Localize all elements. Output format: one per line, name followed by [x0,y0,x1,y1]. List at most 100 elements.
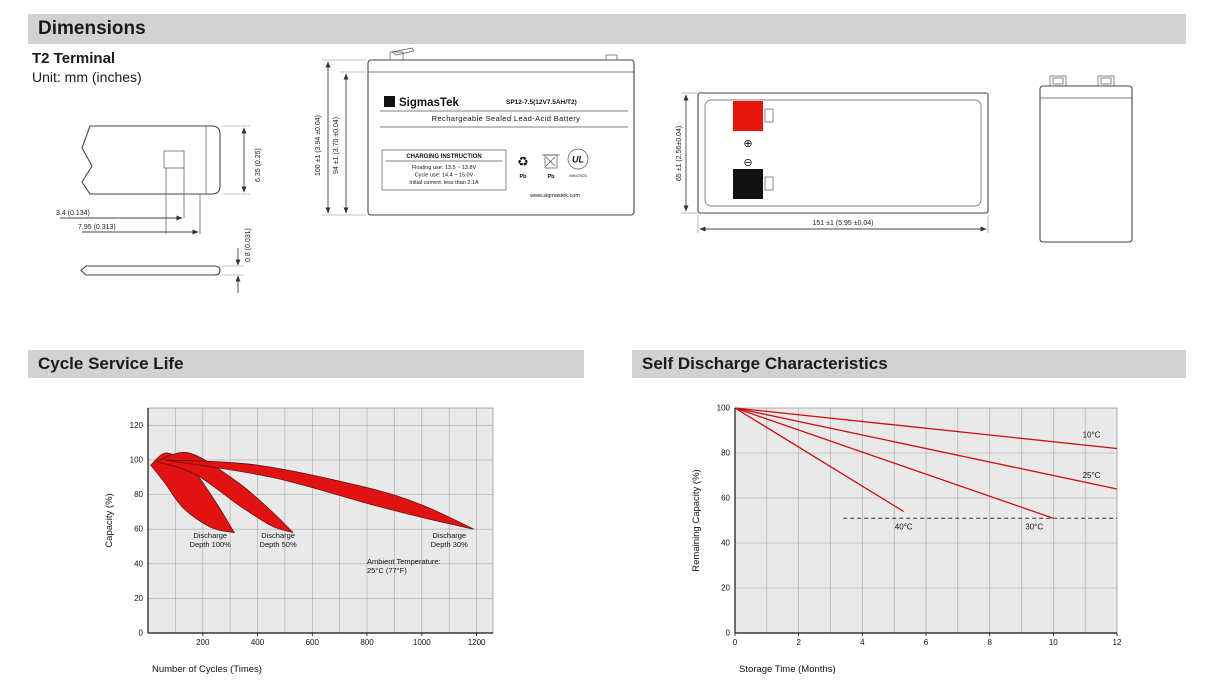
side-terminals [1049,75,1115,87]
y-axis-title: Capacity (%) [104,493,115,547]
dim-top-height: 65 ±1 (2.56±0.04) [676,126,683,181]
band-discharge-depth-50 [154,452,294,533]
crossed-bin-icon [542,154,560,169]
x-tick-label: 12 [1113,638,1122,647]
self-discharge-section: Self Discharge Characteristics 10°C 25°C 3… [632,350,1186,679]
series-label-10-c: 10°C [1083,430,1101,439]
band-label-discharge-depth-50: Discharge Depth 50% [260,531,297,549]
self-discharge-header: Self Discharge Characteristics [632,350,1186,378]
x-tick-label: 400 [251,638,265,647]
dim-terminal-thickness: 0.8 (0.031) [245,228,252,262]
y-tick-label: 120 [130,421,144,430]
y-tick-label: 60 [721,494,730,503]
dim-top-width: 151 ±1 (5.95 ±0.04) [812,220,873,227]
series-label-30-c: 30°C [1025,523,1043,532]
ul-mark-icon [567,148,589,170]
x-axis-title: Storage Time (Months) [739,664,836,675]
dim-front-height-outer: 100 ±1 (3.94 ±0.04) [315,115,322,176]
ul-file-code: MH47925 [569,173,587,178]
battery-top-body: ⊕ ⊖ [697,92,989,214]
terminal-detail-drawing: 6.35 (0.25) 3.4 (0.134) 7.95 (0.313) 0.8… [56,125,262,293]
dim-front-height-inner: 94 ±1 (3.70 ±0.04) [333,117,340,174]
minus-symbol: ⊖ [743,157,752,169]
negative-terminal-tab [764,176,774,191]
side-body [1039,85,1133,243]
dimensions-area: T2 Terminal Unit: mm (inches) 6.35 (0.25… [28,47,1186,310]
x-tick-label: 8 [987,638,992,647]
terminal-profile [81,125,221,195]
band-label-discharge-depth-30: Discharge Depth 30% [431,531,468,549]
battery-side-view [1039,75,1133,243]
x-tick-label: 4 [860,638,865,647]
dim-terminal-hole-offset: 3.4 (0.134) [56,210,90,217]
series-30-c [734,407,1054,519]
battery-front-view: 100 ±1 (3.94 ±0.04) 94 ±1 (3.70 ±0.04) Σ… [315,47,635,216]
terminal-intro: T2 Terminal Unit: mm (inches) [32,50,142,85]
series-label-40-c: 40°C [895,523,913,532]
dim-terminal-height: 6.35 (0.25) [255,148,262,182]
model-number: SP12-7.5(12V7.5AH/T2) [506,99,577,106]
cycle-service-life-section: Cycle Service Life Discharge Depth 100% Di… [28,350,584,679]
battery-front-outline [367,47,635,216]
y-tick-label: 20 [721,584,730,593]
positive-terminal-tab [764,108,774,123]
series-40-c [734,407,905,513]
unit-label: Unit: mm (inches) [32,69,142,85]
pb-label-2: Pb [547,174,555,180]
band-label-discharge-depth-100: Discharge Depth 100% [190,531,232,549]
y-axis-title: Remaining Capacity (%) [691,469,702,571]
y-tick-label: 80 [721,449,730,458]
y-tick-label: 0 [726,629,731,638]
front-terminal-right [605,54,618,61]
ul-letters: UL [572,155,584,165]
x-axis-title: Number of Cycles (Times) [152,664,262,675]
cycle-service-life-header: Cycle Service Life [28,350,584,378]
cycle-service-life-chart: Discharge Depth 100% Discharge Depth 50% Dis… [104,407,494,675]
y-tick-label: 80 [134,490,143,499]
band-discharge-depth-30 [164,459,474,530]
y-tick-label: 40 [134,559,143,568]
charging-floating-use: Floating use: 13.5 ~ 13.8V [412,165,477,171]
y-tick-label: 60 [134,525,143,534]
x-tick-label: 600 [306,638,320,647]
battery-top-view: 65 ±1 (2.56±0.04) 151 ±1 (5.95 ±0.04) ⊕ … [676,92,989,233]
x-tick-label: 200 [196,638,210,647]
terminal-hole [163,150,185,169]
charging-initial-current: Initial current: less than 2.1A [409,180,479,186]
positive-terminal [733,101,763,131]
x-tick-label: 0 [733,638,738,647]
battery-label: Σ SigmasTek SP12-7.5(12V7.5AH/T2) Rechar… [380,96,628,199]
website: www.sigmastek.com [529,193,580,199]
y-tick-label: 40 [721,539,730,548]
charging-instruction-box [381,149,507,191]
charging-box-title: CHARGING INSTRUCTION [406,154,481,160]
pb-label-1: Pb [519,174,527,180]
dimensions-section-header: Dimensions [28,14,1186,44]
plus-symbol: ⊕ [743,138,752,150]
negative-terminal [733,169,763,199]
y-tick-label: 100 [717,404,731,413]
terminal-dimension-annotations: 6.35 (0.25) 3.4 (0.134) 7.95 (0.313) 0.8… [56,125,262,293]
dimensions-title: Dimensions [38,18,146,39]
self-discharge-chart: 10°C 25°C 30°C 40°C 0 20 40 60 80 100 0 2 4 6 8 10 12 Sto… [691,404,1122,676]
cycle-service-life-title: Cycle Service Life [38,354,184,373]
x-tick-label: 10 [1049,638,1058,647]
ambient-temperature-annotation: Ambient Temperature: 25°C (77°F) [367,557,441,575]
terminal-blade-icon [391,47,415,56]
front-terminal-left [389,51,404,61]
y-tick-label: 100 [130,455,144,464]
y-tick-label: 20 [134,594,143,603]
front-dimension-annotations: 100 ±1 (3.94 ±0.04) 94 ±1 (3.70 ±0.04) [315,59,366,216]
sigma-logo [384,96,395,107]
battery-subtitle: Rechargeable Sealed Lead-Acid Battery [432,114,581,123]
x-tick-label: 2 [796,638,801,647]
x-tick-label: 6 [924,638,929,647]
recycle-icon: ♻ [517,154,529,169]
x-tick-label: 1000 [413,638,431,647]
charts-row: Cycle Service Life Discharge Depth 100% Di… [28,350,1186,679]
dim-terminal-tip: 7.95 (0.313) [78,224,116,231]
series-25-c [734,407,1118,490]
sigma-glyph: Σ [387,97,393,107]
series-10-c [734,407,1118,450]
datasheet-page: Dimensions T2 Terminal Unit: mm (inches)… [0,14,1214,679]
